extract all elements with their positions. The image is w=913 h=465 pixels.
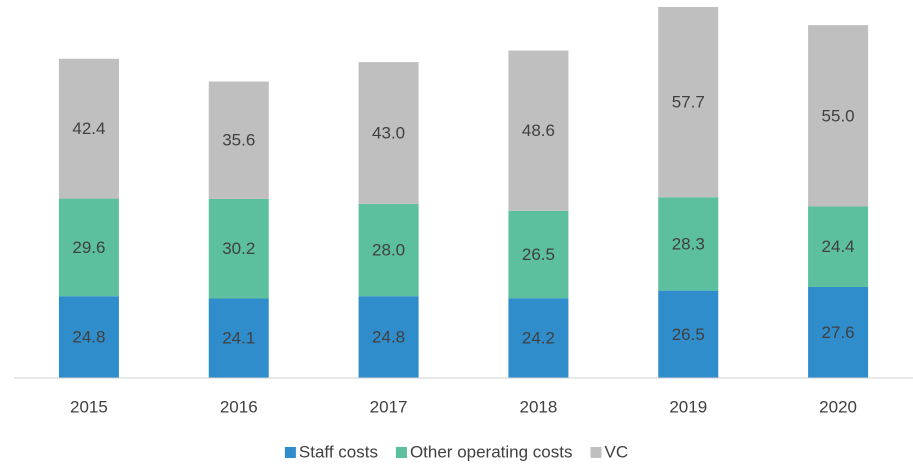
- data-label: 24.8: [72, 328, 105, 347]
- bar-segment: [358, 203, 419, 297]
- data-label: 27.6: [822, 323, 855, 342]
- bar-segment: [808, 286, 869, 378]
- data-label: 29.6: [72, 238, 105, 257]
- legend-marker: [395, 447, 407, 458]
- legend-marker: [590, 447, 602, 458]
- data-label: 30.2: [222, 239, 255, 258]
- bar-segment: [58, 296, 119, 378]
- data-label: 48.6: [522, 121, 555, 140]
- data-label: 35.6: [222, 131, 255, 150]
- data-label: 55.0: [822, 106, 855, 125]
- data-label: 24.8: [372, 328, 405, 347]
- legend-label: Other operating costs: [410, 442, 573, 461]
- bar-segment: [808, 25, 869, 207]
- bar-segment: [508, 50, 569, 211]
- x-tick-label: 2015: [70, 397, 108, 416]
- x-tick-label: 2017: [370, 397, 408, 416]
- data-label: 24.4: [822, 237, 855, 256]
- legend-label: Staff costs: [299, 442, 378, 461]
- data-label: 57.7: [672, 93, 705, 112]
- legend-marker: [284, 447, 296, 458]
- bar-segment: [208, 198, 269, 299]
- data-label: 28.0: [372, 241, 405, 260]
- bar-segment: [658, 197, 719, 291]
- legend-label: VC: [604, 442, 628, 461]
- bar-segment: [508, 210, 569, 299]
- data-label: 42.4: [72, 119, 105, 138]
- x-tick-label: 2016: [220, 397, 258, 416]
- bar-segment: [58, 198, 119, 297]
- data-label: 26.5: [672, 325, 705, 344]
- bar-segment: [58, 58, 119, 199]
- bar-segment: [358, 62, 419, 204]
- bar-segment: [808, 206, 869, 287]
- bar-segment: [208, 298, 269, 378]
- bar-segment: [358, 296, 419, 378]
- bar-segment: [658, 7, 719, 198]
- data-label: 43.0: [372, 123, 405, 142]
- data-label: 24.1: [222, 329, 255, 348]
- data-label: 28.3: [672, 234, 705, 253]
- x-tick-label: 2019: [669, 397, 707, 416]
- bar-segment: [208, 81, 269, 199]
- bar-segment: [658, 290, 719, 378]
- x-tick-label: 2020: [819, 397, 857, 416]
- x-tick-label: 2018: [520, 397, 558, 416]
- bar-segment: [508, 298, 569, 378]
- data-label: 24.2: [522, 329, 555, 348]
- data-label: 26.5: [522, 245, 555, 264]
